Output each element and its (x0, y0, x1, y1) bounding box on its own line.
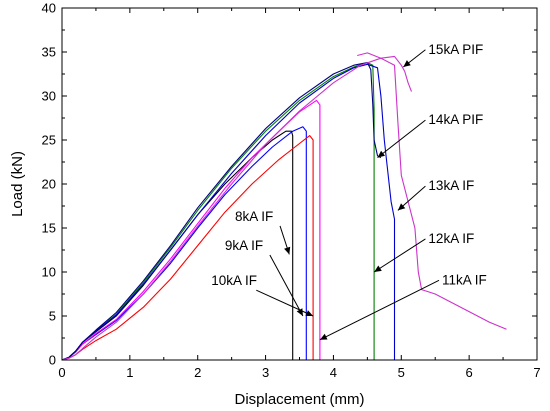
y-axis: 0 5 10 15 20 25 30 35 40 (42, 1, 537, 368)
annotation-label: 8kA IF (235, 209, 273, 224)
annotation-label: 9kA IF (225, 238, 263, 253)
annotation-arrowhead (305, 310, 314, 316)
series-group (61, 52, 507, 361)
x-axis-title: Displacement (mm) (234, 391, 364, 408)
annotation-label: 11kA IF (442, 272, 487, 287)
annotation-arrow (269, 254, 304, 317)
annotation-arrowhead (284, 246, 291, 255)
series-line-15ka-pif-tail (357, 52, 413, 92)
x-tick-label: 2 (194, 365, 201, 380)
y-tick-label: 20 (42, 177, 56, 192)
y-tick-label: 40 (42, 1, 56, 16)
annotation-arrowhead (403, 60, 411, 67)
x-tick-label: 7 (533, 365, 540, 380)
y-tick-label: 25 (42, 133, 56, 148)
x-tick-label: 1 (126, 365, 133, 380)
y-tick-label: 5 (49, 309, 56, 324)
annotation-label: 10kA IF (211, 273, 257, 288)
series-line-12ka-if (61, 62, 375, 361)
y-axis-title: Load (kN) (9, 151, 26, 217)
y-tick-label: 35 (42, 45, 56, 60)
annotation-arrowhead (397, 203, 406, 211)
y-tick-label: 0 (49, 353, 56, 368)
annotation-label: 14kA PIF (428, 112, 483, 127)
annotation-arrowhead (374, 265, 382, 272)
annotation-label: 13kA IF (428, 178, 474, 193)
annotations-group: 15kA PIF 14kA PIF 13kA IF 12kA IF 11kA IF 8kA… (211, 42, 487, 341)
series-line-11ka-if (61, 99, 321, 361)
y-tick-label: 10 (42, 265, 56, 280)
annotation-arrow (256, 289, 314, 317)
annotation-arrow (377, 119, 426, 158)
x-tick-label: 6 (466, 365, 473, 380)
series-line-14ka-pif (61, 62, 382, 361)
x-tick-label: 4 (330, 365, 337, 380)
x-tick-label: 0 (58, 365, 65, 380)
y-tick-label: 30 (42, 89, 56, 104)
series-line-15ka-pif (61, 57, 507, 361)
annotation-label: 12kA IF (428, 231, 474, 246)
y-tick-label: 15 (42, 221, 56, 236)
annotation-arrow (373, 238, 426, 273)
annotation-label: 15kA PIF (428, 42, 483, 57)
annotation-arrowhead (377, 150, 385, 158)
x-tick-label: 5 (398, 365, 405, 380)
x-tick-label: 3 (262, 365, 269, 380)
annotation-arrowhead (319, 333, 328, 340)
x-axis: 0 1 2 3 4 5 6 7 (58, 8, 541, 380)
annotation-arrow (319, 279, 440, 341)
